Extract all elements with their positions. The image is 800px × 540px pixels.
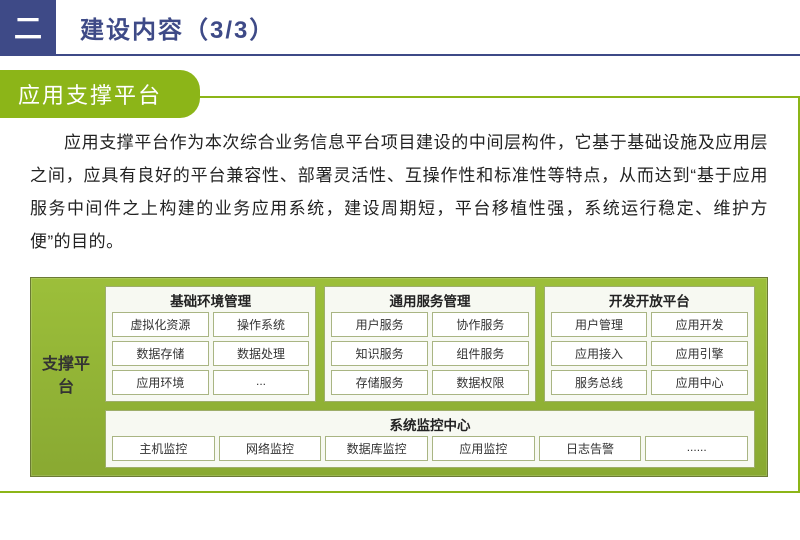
cell: 应用引擎 <box>651 341 748 366</box>
panel-title: 基础环境管理 <box>112 290 309 312</box>
main-content: 应用支撑平台作为本次综合业务信息平台项目建设的中间层构件，它基于基础设施及应用层… <box>0 96 800 493</box>
section-body: 应用支撑平台作为本次综合业务信息平台项目建设的中间层构件，它基于基础设施及应用层… <box>30 126 768 259</box>
panel-dev-platform: 开发开放平台 用户管理 应用开发 应用接入 应用引擎 服务总线 应用中心 <box>544 286 755 402</box>
cell: 协作服务 <box>432 312 529 337</box>
panel-title: 系统监控中心 <box>112 414 748 436</box>
diagram-top-row: 基础环境管理 虚拟化资源 操作系统 数据存储 数据处理 应用环境 ... 通用服… <box>105 286 755 402</box>
cell: 应用监控 <box>432 436 535 461</box>
diagram-body: 基础环境管理 虚拟化资源 操作系统 数据存储 数据处理 应用环境 ... 通用服… <box>101 278 767 476</box>
diagram-left-label: 支撑平台 <box>31 278 101 476</box>
page-header: 二 建设内容（3/3） <box>0 0 800 56</box>
section-number-badge: 二 <box>0 0 56 55</box>
cell: 存储服务 <box>331 370 428 395</box>
cell: 网络监控 <box>219 436 322 461</box>
page-title: 建设内容（3/3） <box>80 10 275 45</box>
cell: 操作系统 <box>213 312 310 337</box>
cell: 应用开发 <box>651 312 748 337</box>
cell: 日志告警 <box>539 436 642 461</box>
cell: 应用接入 <box>551 341 648 366</box>
panel-basic-env: 基础环境管理 虚拟化资源 操作系统 数据存储 数据处理 应用环境 ... <box>105 286 316 402</box>
cell: 应用环境 <box>112 370 209 395</box>
section-title: 应用支撑平台 <box>0 70 200 118</box>
cell: 主机监控 <box>112 436 215 461</box>
cell: 数据处理 <box>213 341 310 366</box>
cell: ... <box>213 370 310 395</box>
cell: 组件服务 <box>432 341 529 366</box>
panel-title: 开发开放平台 <box>551 290 748 312</box>
section-title-wrap: 应用支撑平台 <box>0 70 800 118</box>
cell: 应用中心 <box>651 370 748 395</box>
cell: ...... <box>645 436 748 461</box>
cell: 知识服务 <box>331 341 428 366</box>
diagram-bottom-row: 系统监控中心 主机监控 网络监控 数据库监控 应用监控 日志告警 ...... <box>105 410 755 468</box>
cell: 用户服务 <box>331 312 428 337</box>
panel-common-services: 通用服务管理 用户服务 协作服务 知识服务 组件服务 存储服务 数据权限 <box>324 286 535 402</box>
cell: 数据库监控 <box>325 436 428 461</box>
architecture-diagram: 支撑平台 基础环境管理 虚拟化资源 操作系统 数据存储 数据处理 应用环境 ..… <box>30 277 768 477</box>
cell: 数据权限 <box>432 370 529 395</box>
panel-monitoring: 系统监控中心 主机监控 网络监控 数据库监控 应用监控 日志告警 ...... <box>105 410 755 468</box>
cell: 虚拟化资源 <box>112 312 209 337</box>
cell: 数据存储 <box>112 341 209 366</box>
cell: 服务总线 <box>551 370 648 395</box>
panel-title: 通用服务管理 <box>331 290 528 312</box>
cell: 用户管理 <box>551 312 648 337</box>
